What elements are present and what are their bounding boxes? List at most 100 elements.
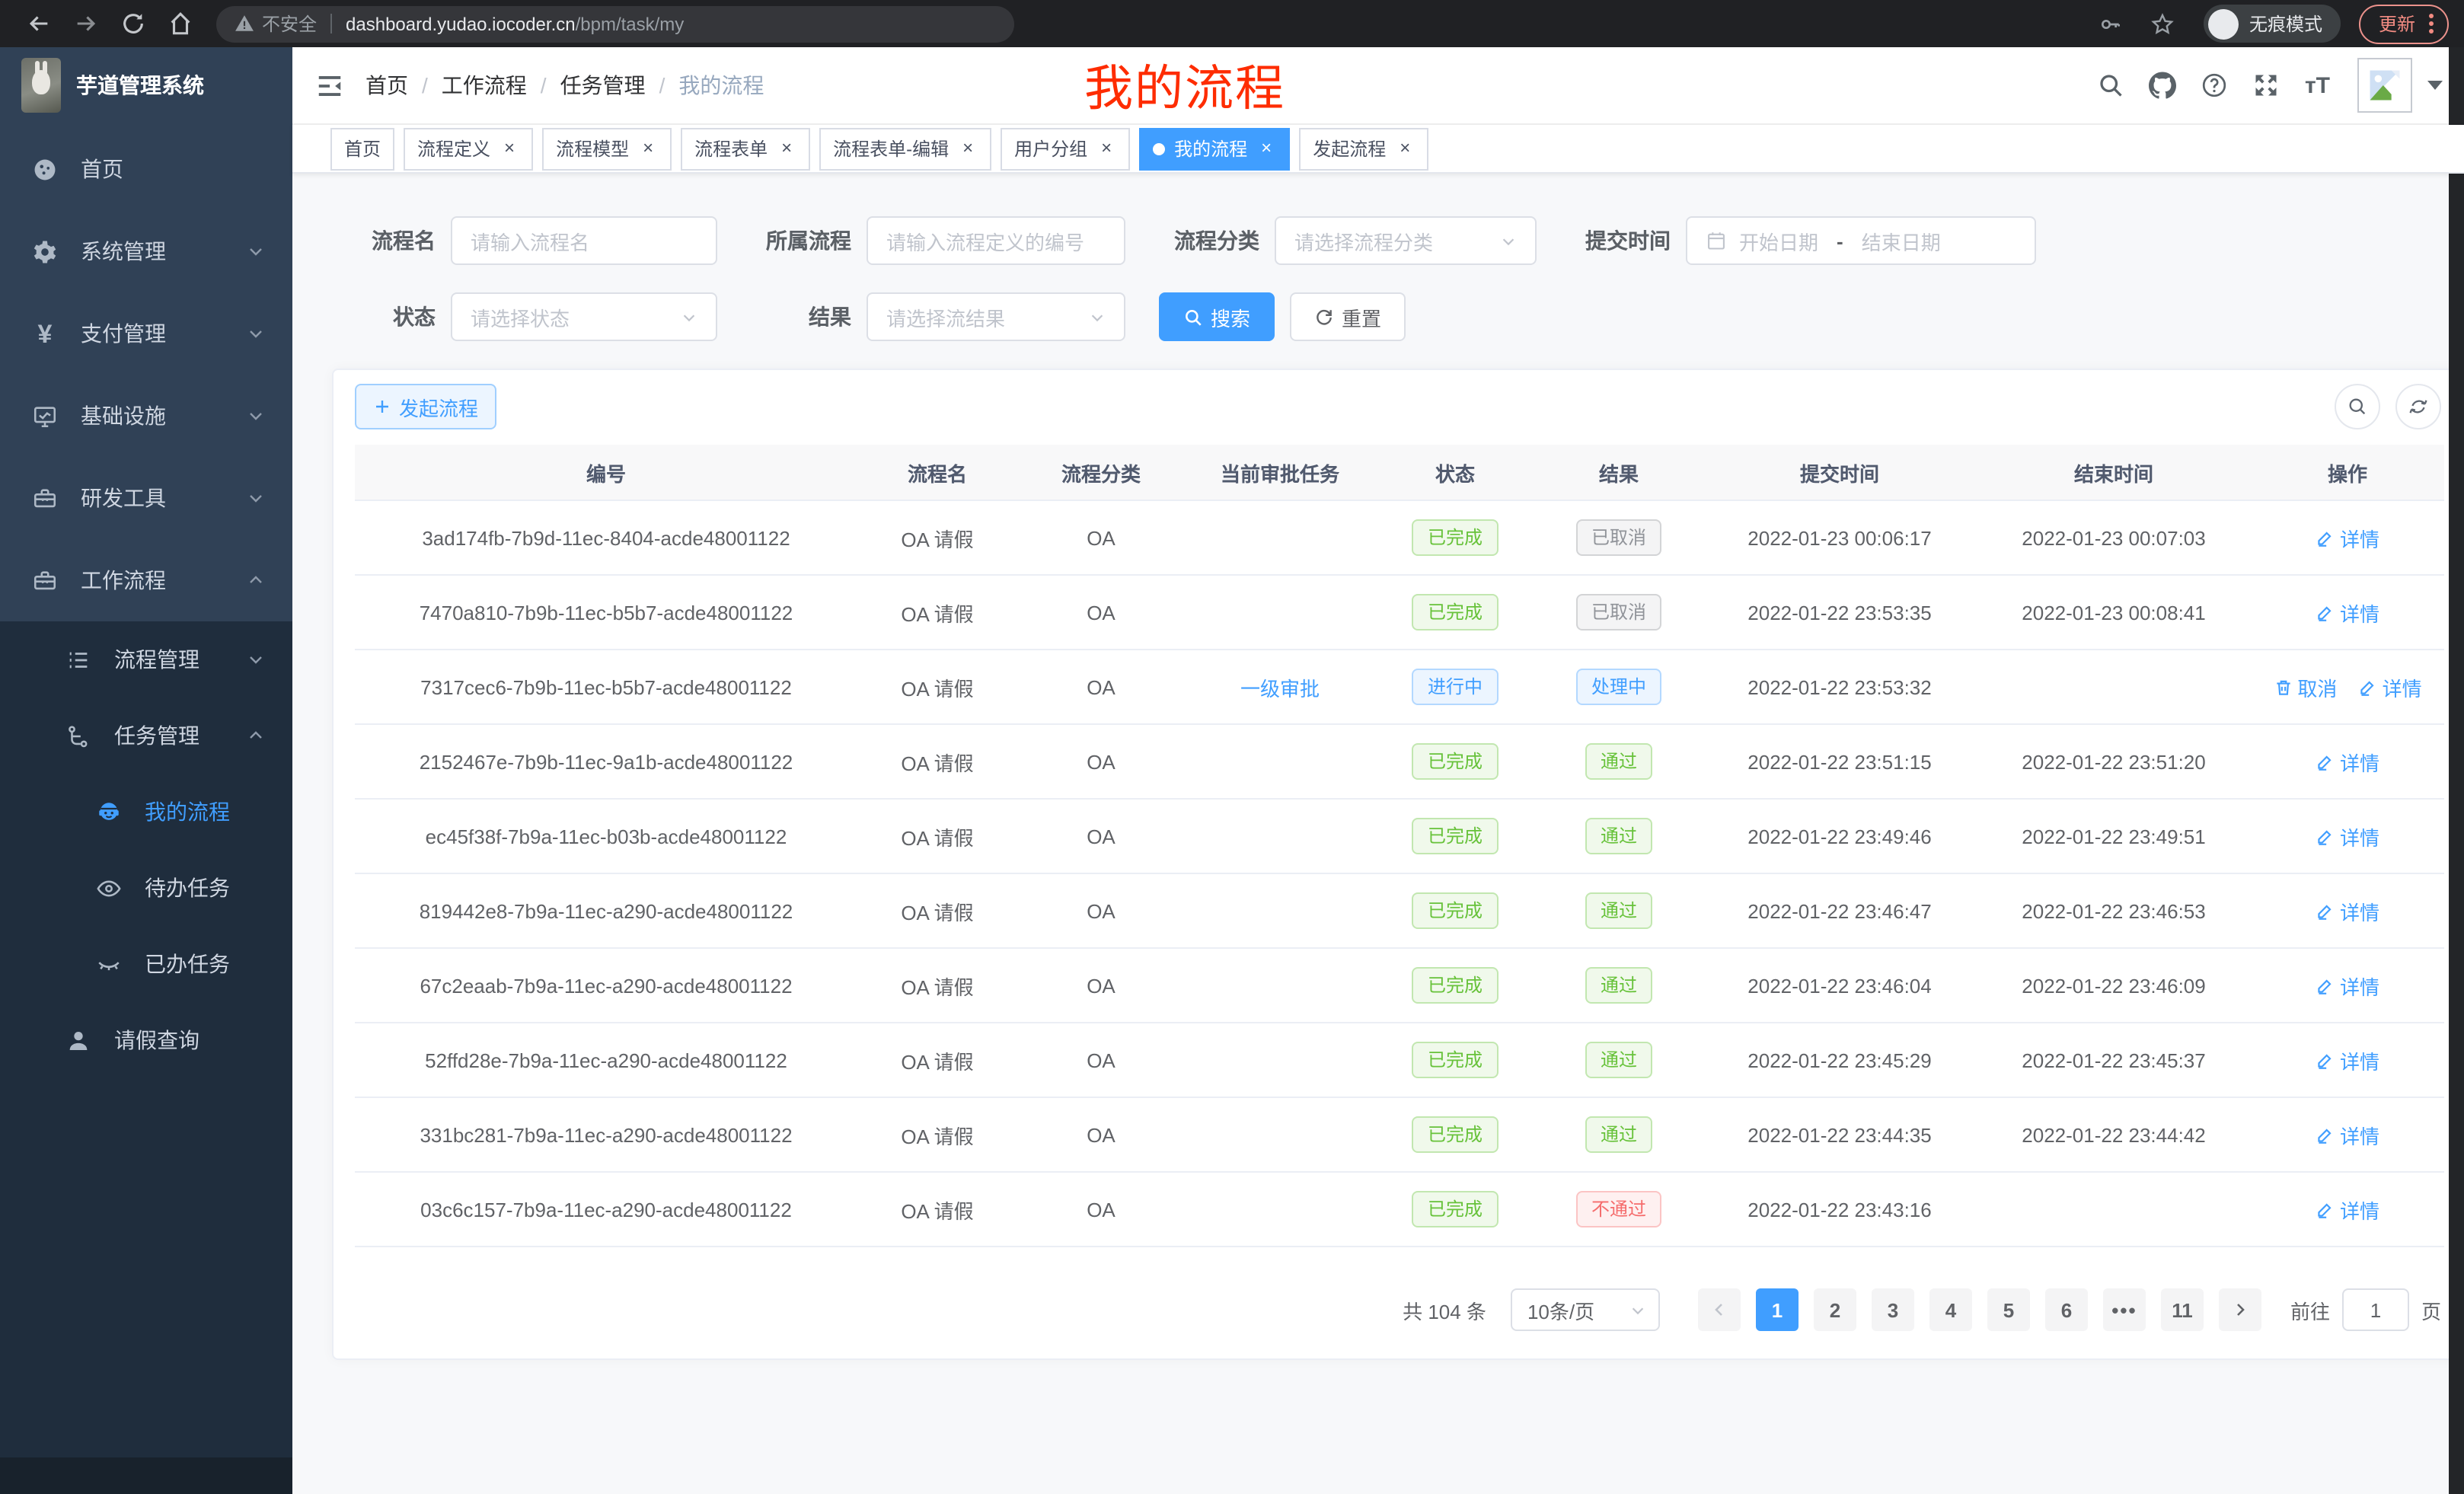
detail-link[interactable]: 详情 bbox=[2316, 747, 2379, 776]
tab-close-icon[interactable] bbox=[500, 139, 519, 158]
current-task-link[interactable]: 一级审批 bbox=[1240, 677, 1320, 700]
sidebar-item-todo-tasks[interactable]: 待办任务 bbox=[0, 850, 292, 926]
fullscreen-icon[interactable] bbox=[2253, 72, 2280, 99]
tab-close-icon[interactable] bbox=[1256, 139, 1276, 158]
font-size-icon[interactable]: тT bbox=[2304, 72, 2330, 98]
tag-tab[interactable]: 流程模型 bbox=[542, 127, 672, 170]
result-badge: 通过 bbox=[1585, 892, 1652, 929]
status-select[interactable]: 请选择状态 bbox=[451, 292, 717, 341]
breadcrumb-task-mgmt[interactable]: 任务管理 bbox=[560, 73, 646, 97]
detail-link[interactable]: 详情 bbox=[2316, 598, 2379, 627]
sidebar-item-devtools[interactable]: 研发工具 bbox=[0, 457, 292, 539]
detail-link[interactable]: 详情 bbox=[2316, 1120, 2379, 1149]
parent-process-input[interactable]: 请输入流程定义的编号 bbox=[867, 216, 1125, 265]
plus-icon bbox=[376, 401, 388, 413]
browser-scrollbar[interactable] bbox=[2449, 47, 2464, 1494]
detail-link[interactable]: 详情 bbox=[2316, 1045, 2379, 1074]
tab-close-icon[interactable] bbox=[1395, 139, 1415, 158]
prev-page-button[interactable] bbox=[1697, 1288, 1741, 1331]
table-search-toggle-button[interactable] bbox=[2335, 384, 2380, 429]
home-button-icon[interactable] bbox=[168, 11, 193, 37]
help-icon[interactable] bbox=[2201, 72, 2229, 99]
detail-link[interactable]: 详情 bbox=[2358, 672, 2422, 701]
page-number-button[interactable]: 6 bbox=[2044, 1288, 2088, 1331]
page-number-button[interactable]: 3 bbox=[1871, 1288, 1914, 1331]
goto-label: 前往 bbox=[2290, 1300, 2330, 1323]
cell-id: 819442e8-7b9a-11ec-a290-acde48001122 bbox=[355, 873, 857, 949]
address-bar[interactable]: 不安全 dashboard.yudao.iocoder.cn/bpm/task/… bbox=[216, 5, 1014, 42]
browser-menu-icon[interactable] bbox=[2429, 12, 2434, 35]
submit-time-label: 提交时间 bbox=[1585, 228, 1671, 253]
sidebar-item-payment[interactable]: ¥ 支付管理 bbox=[0, 292, 292, 375]
sidebar-item-home[interactable]: 首页 bbox=[0, 128, 292, 210]
tag-tab[interactable]: 流程表单 bbox=[681, 127, 811, 170]
process-name-input[interactable]: 请输入流程名 bbox=[451, 216, 717, 265]
category-select[interactable]: 请选择流程分类 bbox=[1275, 216, 1537, 265]
cell-category: OA bbox=[1017, 1097, 1185, 1173]
create-process-button[interactable]: 发起流程 bbox=[355, 384, 497, 429]
sidebar-item-done-tasks[interactable]: 已办任务 bbox=[0, 926, 292, 1002]
forward-icon[interactable] bbox=[73, 11, 99, 37]
col-id: 编号 bbox=[355, 445, 857, 501]
sidebar-item-workflow[interactable]: 工作流程 bbox=[0, 539, 292, 621]
detail-link[interactable]: 详情 bbox=[2316, 523, 2379, 552]
tag-tab[interactable]: 我的流程 bbox=[1139, 127, 1291, 170]
detail-link[interactable]: 详情 bbox=[2316, 971, 2379, 1000]
github-icon[interactable] bbox=[2149, 72, 2177, 99]
password-key-icon[interactable] bbox=[2099, 11, 2123, 36]
tag-tab[interactable]: 用户分组 bbox=[1001, 127, 1131, 170]
trash-icon bbox=[2276, 679, 2290, 694]
page-title-overlay: 我的流程 bbox=[1084, 61, 1286, 116]
goto-page-input[interactable]: 1 bbox=[2341, 1288, 2409, 1331]
tab-close-icon[interactable] bbox=[638, 139, 658, 158]
cancel-link[interactable]: 取消 bbox=[2273, 672, 2337, 701]
tab-close-icon[interactable] bbox=[958, 139, 978, 158]
broken-image-icon bbox=[2370, 70, 2400, 101]
tag-tab[interactable]: 发起流程 bbox=[1299, 127, 1429, 170]
page-size-select[interactable]: 10条/页 bbox=[1510, 1288, 1660, 1331]
tag-tab[interactable]: 首页 bbox=[330, 127, 395, 170]
sidebar-collapse-icon[interactable] bbox=[315, 71, 344, 100]
sidebar-item-infra[interactable]: 基础设施 bbox=[0, 375, 292, 457]
caret-down-icon[interactable] bbox=[2427, 81, 2443, 90]
back-icon[interactable] bbox=[26, 11, 52, 37]
browser-update-button[interactable]: 更新 bbox=[2358, 4, 2449, 43]
user-icon bbox=[65, 1027, 91, 1053]
status-badge: 已完成 bbox=[1412, 967, 1498, 1004]
breadcrumb-home[interactable]: 首页 bbox=[365, 73, 408, 97]
page-number-button[interactable]: 5 bbox=[1987, 1288, 2030, 1331]
search-button[interactable]: 搜索 bbox=[1159, 292, 1275, 341]
tag-tab[interactable]: 流程表单-编辑 bbox=[819, 127, 992, 170]
breadcrumb-workflow[interactable]: 工作流程 bbox=[441, 73, 527, 97]
page-number-button[interactable]: 4 bbox=[1929, 1288, 1972, 1331]
page-number-button[interactable]: 1 bbox=[1755, 1288, 1799, 1331]
detail-link[interactable]: 详情 bbox=[2316, 1195, 2379, 1224]
more-pages-icon[interactable]: ••• bbox=[2102, 1288, 2146, 1331]
date-end-placeholder: 结束日期 bbox=[1861, 231, 1941, 254]
status-badge: 已完成 bbox=[1412, 1116, 1498, 1153]
next-page-button[interactable] bbox=[2218, 1288, 2261, 1331]
sidebar-item-system[interactable]: 系统管理 bbox=[0, 210, 292, 292]
avatar[interactable] bbox=[2357, 58, 2412, 113]
sidebar-item-leave-query[interactable]: 请假查询 bbox=[0, 1002, 292, 1078]
detail-link[interactable]: 详情 bbox=[2316, 896, 2379, 925]
sidebar-item-process-mgmt[interactable]: 流程管理 bbox=[0, 621, 292, 698]
page-number-button[interactable]: 2 bbox=[1813, 1288, 1856, 1331]
search-icon[interactable] bbox=[2098, 72, 2125, 99]
tab-close-icon[interactable] bbox=[1096, 139, 1116, 158]
table-refresh-button[interactable] bbox=[2395, 384, 2441, 429]
reload-icon[interactable] bbox=[120, 11, 146, 37]
sidebar-item-my-process[interactable]: 我的流程 bbox=[0, 774, 292, 850]
sidebar-item-task-mgmt[interactable]: 任务管理 bbox=[0, 698, 292, 774]
page-number-button[interactable]: 11 bbox=[2160, 1288, 2204, 1331]
cell-end-time: 2022-01-22 23:46:09 bbox=[1977, 948, 2251, 1023]
col-result: 结果 bbox=[1535, 445, 1703, 501]
submit-time-range-picker[interactable]: 开始日期 - 结束日期 bbox=[1686, 216, 2036, 265]
tag-tab[interactable]: 流程定义 bbox=[404, 127, 534, 170]
tab-close-icon[interactable] bbox=[777, 139, 796, 158]
bookmark-star-icon[interactable] bbox=[2150, 11, 2175, 36]
reset-button[interactable]: 重置 bbox=[1290, 292, 1406, 341]
detail-link[interactable]: 详情 bbox=[2316, 822, 2379, 851]
result-select[interactable]: 请选择流结果 bbox=[867, 292, 1125, 341]
